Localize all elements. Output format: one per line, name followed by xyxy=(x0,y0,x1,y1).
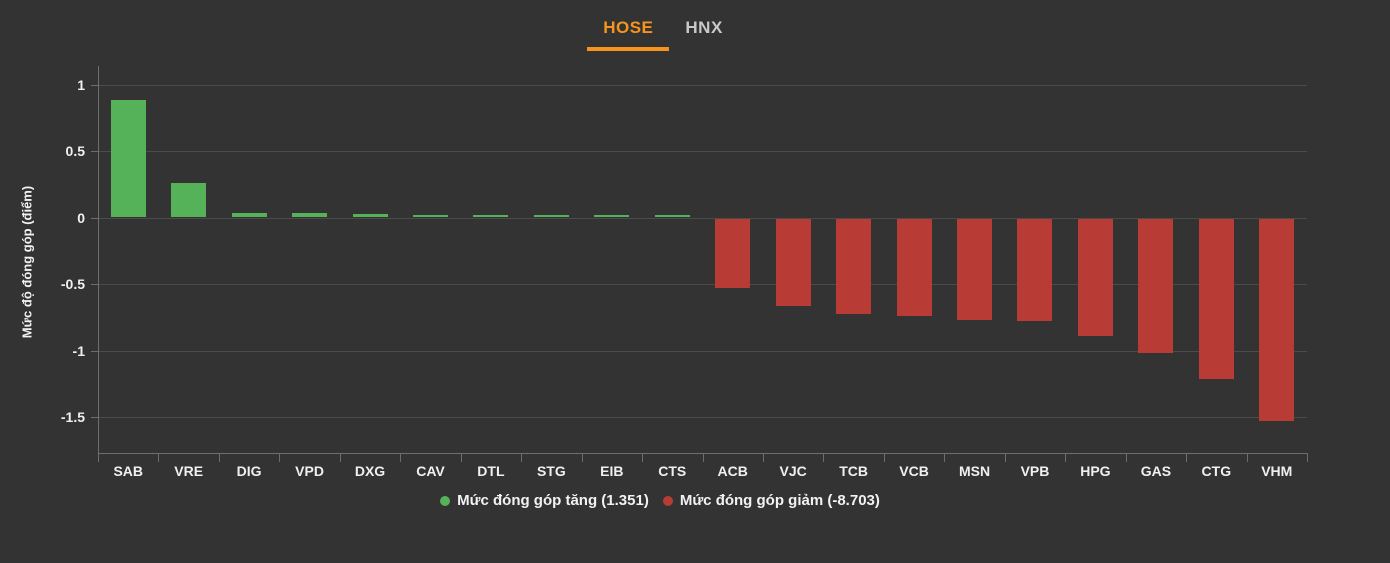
y-axis-title: Mức độ đóng góp (điểm) xyxy=(19,185,35,339)
bar-CTS[interactable] xyxy=(654,215,690,218)
x-tick-13 xyxy=(883,454,885,462)
y-tick-1 xyxy=(91,84,98,86)
bar-STG[interactable] xyxy=(533,214,569,218)
y-axis-line xyxy=(98,66,99,454)
legend-item-positive[interactable]: Mức đóng góp tăng (1.351) xyxy=(440,492,649,509)
x-label-STG: STG xyxy=(536,463,566,479)
legend-label-negative: Mức đóng góp giảm (-8.703) xyxy=(679,492,880,509)
bar-VPB[interactable] xyxy=(1017,218,1053,321)
x-label-EIB: EIB xyxy=(600,463,624,479)
bar-DXG[interactable] xyxy=(352,213,388,218)
x-label-MSN: MSN xyxy=(958,463,991,479)
x-tick-11 xyxy=(762,454,764,462)
legend: Mức đóng góp tăng (1.351) Mức đóng góp g… xyxy=(0,492,1390,509)
x-label-VCB: VCB xyxy=(899,463,929,479)
bar-MSN[interactable] xyxy=(957,218,993,320)
x-tick-1 xyxy=(158,454,160,462)
bar-ACB[interactable] xyxy=(715,218,751,288)
x-label-CTS: CTS xyxy=(658,463,687,479)
bar-TCB[interactable] xyxy=(836,218,872,315)
x-label-VRE: VRE xyxy=(174,463,204,479)
x-label-CAV: CAV xyxy=(416,463,445,479)
bar-DIG[interactable] xyxy=(231,212,267,218)
legend-dot-red xyxy=(662,495,673,506)
gridline-y-0.5 xyxy=(99,151,1307,152)
y-tick-0 xyxy=(91,217,98,219)
x-label-ACB: ACB xyxy=(717,463,748,479)
gridline-y--0.5 xyxy=(99,284,1307,285)
gridline-y-1 xyxy=(99,84,1307,86)
x-tick-4 xyxy=(339,454,341,462)
x-label-GAS: GAS xyxy=(1140,463,1172,479)
y-tick-label-1: 1 xyxy=(77,76,85,93)
bar-DTL[interactable] xyxy=(473,214,509,218)
legend-dot-green xyxy=(440,495,451,506)
x-label-VJC: VJC xyxy=(779,463,807,479)
plot-area: 1 0.5 0 -0.5 -1 -1.5 SAB VRE DIG VPD DXG CAV DTL STG… xyxy=(61,66,1308,479)
x-label-DXG: DXG xyxy=(354,463,386,479)
y-tick-label-0.5: 0.5 xyxy=(65,143,85,159)
x-tick-17 xyxy=(1125,454,1127,462)
bar-CAV[interactable] xyxy=(412,214,448,218)
x-tick-10 xyxy=(702,454,704,462)
x-tick-14 xyxy=(944,454,946,462)
y-tick-0.5 xyxy=(91,151,98,152)
legend-label-positive: Mức đóng góp tăng (1.351) xyxy=(457,492,649,509)
x-label-DTL: DTL xyxy=(477,463,505,479)
x-tick-5 xyxy=(400,454,402,462)
x-label-VPB: VPB xyxy=(1020,463,1050,479)
y-tick--0.5 xyxy=(91,284,98,285)
exchange-tabs: HOSE HNX xyxy=(0,12,1390,51)
x-tick-9 xyxy=(642,454,644,462)
x-tick-16 xyxy=(1065,454,1067,462)
x-tick-15 xyxy=(1004,454,1006,462)
x-axis-line xyxy=(98,453,1308,454)
x-tick-0 xyxy=(98,454,99,462)
x-label-HPG: HPG xyxy=(1080,463,1111,479)
gridline-y-0 xyxy=(99,217,1307,219)
y-tick--1 xyxy=(91,350,98,352)
bar-SAB[interactable] xyxy=(110,100,146,218)
x-tick-19 xyxy=(1246,454,1248,462)
bar-CTG[interactable] xyxy=(1198,218,1234,380)
y-tick-label--0.5: -0.5 xyxy=(60,276,85,292)
bar-VJC[interactable] xyxy=(775,218,811,307)
x-tick-12 xyxy=(823,454,825,462)
y-tick-label-0: 0 xyxy=(77,209,85,226)
bar-VRE[interactable] xyxy=(171,182,207,218)
x-label-SAB: SAB xyxy=(113,463,143,479)
bar-VCB[interactable] xyxy=(896,218,932,316)
gridline-y--1 xyxy=(99,350,1307,352)
bar-VPD[interactable] xyxy=(292,212,328,218)
tab-hnx[interactable]: HNX xyxy=(685,18,723,37)
x-tick-3 xyxy=(279,454,281,462)
bar-VHM[interactable] xyxy=(1259,218,1295,421)
x-label-VPD: VPD xyxy=(295,463,324,479)
x-tick-7 xyxy=(521,454,523,462)
legend-item-negative[interactable]: Mức đóng góp giảm (-8.703) xyxy=(662,492,880,509)
tab-hose[interactable]: HOSE xyxy=(587,12,670,51)
y-tick--1.5 xyxy=(91,417,98,418)
x-tick-8 xyxy=(581,454,583,462)
bar-EIB[interactable] xyxy=(594,215,630,218)
x-tick-6 xyxy=(460,454,462,462)
x-label-DIG: DIG xyxy=(236,463,262,479)
bar-HPG[interactable] xyxy=(1077,218,1113,336)
x-label-CTG: CTG xyxy=(1201,463,1232,479)
x-tick-18 xyxy=(1186,454,1188,462)
y-tick-label--1.5: -1.5 xyxy=(60,409,85,425)
bar-GAS[interactable] xyxy=(1138,218,1174,353)
x-tick-20 xyxy=(1307,454,1308,462)
gridline-y--1.5 xyxy=(99,417,1307,418)
y-tick-label--1: -1 xyxy=(72,342,85,359)
x-label-VHM: VHM xyxy=(1261,463,1293,479)
x-label-TCB: TCB xyxy=(839,463,868,479)
x-tick-2 xyxy=(218,454,220,462)
